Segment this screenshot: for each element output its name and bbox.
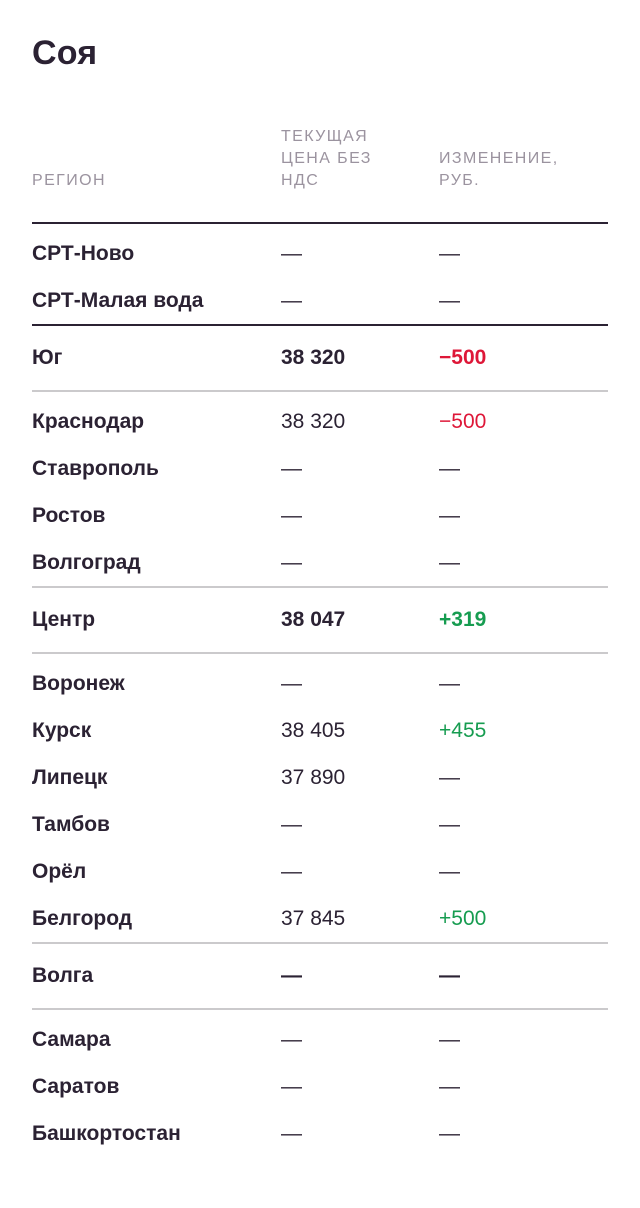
- change-value: −500: [439, 409, 487, 433]
- change-value: +500: [439, 906, 487, 930]
- table-row-city: Белгород 37 845 +500: [32, 895, 608, 942]
- region-name: Белгород: [32, 906, 133, 930]
- change-value: +455: [439, 718, 487, 742]
- table-row-section: Юг 38 320 −500: [32, 326, 608, 390]
- change-value: —: [439, 1027, 460, 1051]
- current-price-value: —: [281, 503, 302, 527]
- change-value: —: [439, 241, 460, 265]
- light-divider: [32, 586, 608, 588]
- table-row-section: Центр 38 047 +319: [32, 588, 608, 652]
- table-row-section: Волга — —: [32, 944, 608, 1008]
- light-divider: [32, 652, 608, 654]
- change-value: —: [439, 503, 460, 527]
- table-row-city: Орёл — —: [32, 848, 608, 895]
- region-name: Волга: [32, 964, 94, 987]
- table-row-city: Краснодар 38 320 −500: [32, 398, 608, 445]
- change-value: —: [439, 1074, 460, 1098]
- change-value: —: [439, 859, 460, 883]
- change-value: −500: [439, 346, 487, 369]
- region-name: Самара: [32, 1027, 111, 1051]
- region-name: Липецк: [32, 765, 108, 789]
- change-value: —: [439, 964, 460, 987]
- table-row-city: Липецк 37 890 —: [32, 754, 608, 801]
- current-price-value: —: [281, 859, 302, 883]
- table-row-city: Ставрополь — —: [32, 445, 608, 492]
- current-price-value: —: [281, 1027, 302, 1051]
- change-value: —: [439, 671, 460, 695]
- light-divider: [32, 390, 608, 392]
- current-price-value: 38 405: [281, 718, 346, 742]
- region-name: Курск: [32, 718, 92, 742]
- heavy-divider: [32, 324, 608, 326]
- region-name: Ставрополь: [32, 456, 159, 480]
- region-name: СРТ-Малая вода: [32, 288, 204, 312]
- current-price-value: —: [281, 812, 302, 836]
- change-value: —: [439, 765, 460, 789]
- region-name: Юг: [32, 346, 63, 369]
- table-row-city: Тамбов — —: [32, 801, 608, 848]
- column-header-change: ИЗМЕНЕНИЕ, РУБ.: [439, 150, 559, 189]
- change-value: —: [439, 550, 460, 574]
- change-value: —: [439, 1121, 460, 1145]
- region-name: Краснодар: [32, 409, 145, 433]
- current-price-value: —: [281, 288, 302, 312]
- change-value: +319: [439, 608, 487, 631]
- current-price-value: —: [281, 456, 302, 480]
- current-price-value: 38 047: [281, 608, 346, 631]
- region-name: Орёл: [32, 859, 87, 883]
- region-name: Волгоград: [32, 550, 141, 574]
- table-row-city: СРТ-Ново — —: [32, 230, 608, 277]
- current-price-value: 38 320: [281, 346, 346, 369]
- region-name: СРТ-Ново: [32, 241, 135, 265]
- current-price-value: 37 845: [281, 906, 346, 930]
- column-header-current-price: ТЕКУЩАЯ ЦЕНА БЕЗ НДС: [281, 128, 372, 189]
- table-row-city: Саратов — —: [32, 1063, 608, 1110]
- table-row-city: Башкортостан — —: [32, 1110, 608, 1157]
- table-row-city: Волгоград — —: [32, 539, 608, 586]
- current-price-value: —: [281, 241, 302, 265]
- region-name: Тамбов: [32, 812, 110, 836]
- change-value: —: [439, 812, 460, 836]
- current-price-value: —: [281, 1121, 302, 1145]
- table-body: СРТ-Ново — — СРТ-Малая вода — — Юг 38 320 −500 Кр…: [32, 230, 608, 1157]
- light-divider: [32, 1008, 608, 1010]
- price-table-section: Соя РЕГИОН ТЕКУЩАЯ ЦЕНА БЕЗ НДС ИЗМЕНЕНИ…: [32, 34, 608, 1157]
- page-title: Соя: [32, 34, 98, 72]
- light-divider: [32, 942, 608, 944]
- region-name: Ростов: [32, 503, 106, 527]
- change-value: —: [439, 456, 460, 480]
- table-header-row: РЕГИОН ТЕКУЩАЯ ЦЕНА БЕЗ НДС ИЗМЕНЕНИЕ, Р…: [32, 126, 608, 224]
- current-price-value: 38 320: [281, 409, 346, 433]
- region-name: Центр: [32, 608, 96, 631]
- table-row-city: Самара — —: [32, 1016, 608, 1063]
- region-name: Башкортостан: [32, 1121, 181, 1145]
- table-row-city: Курск 38 405 +455: [32, 707, 608, 754]
- column-header-region: РЕГИОН: [32, 172, 106, 189]
- current-price-value: —: [281, 964, 302, 987]
- region-name: Воронеж: [32, 671, 125, 695]
- table-row-city: Воронеж — —: [32, 660, 608, 707]
- current-price-value: 37 890: [281, 765, 346, 789]
- region-name: Саратов: [32, 1074, 120, 1098]
- current-price-value: —: [281, 671, 302, 695]
- table-row-city: СРТ-Малая вода — —: [32, 277, 608, 324]
- current-price-value: —: [281, 550, 302, 574]
- table-row-city: Ростов — —: [32, 492, 608, 539]
- change-value: —: [439, 288, 460, 312]
- current-price-value: —: [281, 1074, 302, 1098]
